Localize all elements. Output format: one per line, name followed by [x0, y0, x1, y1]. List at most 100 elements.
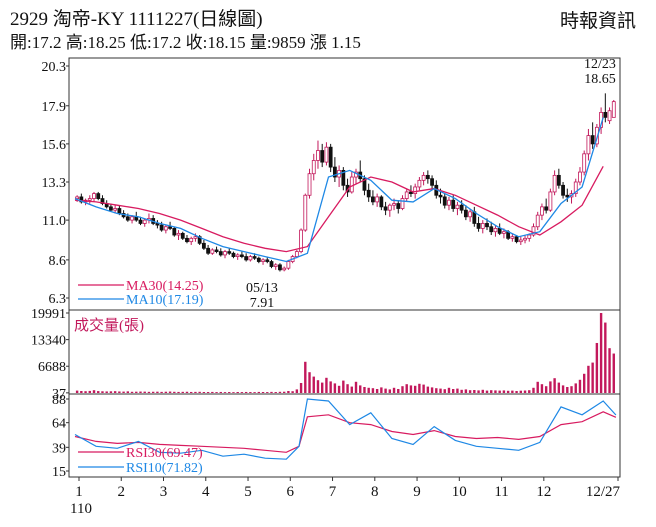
- candle-body: [138, 219, 143, 224]
- volume-tick-label: 37: [52, 387, 66, 402]
- volume-bar: [532, 387, 535, 393]
- candle-body: [366, 189, 371, 198]
- volume-bar: [177, 391, 180, 393]
- candle-body: [172, 227, 177, 236]
- volume-bar: [468, 390, 472, 393]
- volume-bar: [126, 391, 130, 393]
- x-tick-label: 10: [452, 484, 467, 500]
- candle-body: [447, 199, 451, 206]
- volume-bar: [198, 391, 201, 393]
- x-tick-label: 12: [536, 484, 551, 500]
- candle-body: [189, 237, 194, 243]
- volume-bar: [498, 390, 501, 393]
- candle-body: [455, 204, 460, 209]
- candle-body: [75, 196, 80, 199]
- volume-bar: [460, 389, 463, 393]
- candle-body: [442, 196, 447, 206]
- volume-bar: [519, 390, 523, 393]
- volume-bar: [325, 377, 328, 393]
- volume-bar: [430, 387, 434, 393]
- candle-body: [324, 146, 329, 163]
- volume-bar: [181, 391, 184, 393]
- volume-bar: [105, 391, 108, 393]
- candle-body: [176, 232, 181, 236]
- candle-body: [468, 211, 473, 218]
- high-value-label: 18.65: [584, 72, 616, 87]
- volume-bar: [566, 386, 569, 393]
- volume-bar: [371, 388, 375, 393]
- candle-body: [307, 173, 312, 196]
- volume-bar: [587, 365, 590, 393]
- volume-bar: [75, 390, 79, 393]
- volume-bar: [367, 387, 370, 393]
- candle-body: [130, 216, 134, 221]
- ma30-line: [74, 165, 604, 253]
- volume-bar: [282, 391, 286, 393]
- x-tick-label: 8: [371, 484, 379, 500]
- volume-tick-label: 19991: [31, 307, 66, 322]
- candle-body: [294, 251, 299, 257]
- volume-bar: [228, 392, 231, 393]
- candle-body: [493, 227, 498, 233]
- volume-bar: [122, 391, 125, 393]
- volume-bar: [447, 387, 451, 393]
- candle-body: [451, 199, 456, 209]
- volume-bar: [147, 391, 151, 393]
- volume-bar: [515, 390, 518, 393]
- candle-body: [299, 229, 303, 253]
- volume-bar: [456, 388, 459, 393]
- candle-body: [201, 242, 206, 249]
- candle-body: [430, 178, 434, 186]
- candle-body: [193, 236, 198, 239]
- rsi-tick-label: 15: [52, 465, 66, 480]
- volume-bar: [346, 384, 349, 393]
- candle-body: [362, 178, 367, 191]
- volume-bar: [570, 386, 573, 393]
- volume-bar: [354, 381, 358, 393]
- price-tick-label: 15.6: [42, 138, 67, 153]
- volume-panel-title: 成交量(張): [74, 316, 144, 334]
- candle-body: [476, 223, 481, 229]
- price-tick-label: 13.3: [42, 176, 67, 191]
- x-tick-label: 11: [494, 484, 508, 500]
- volume-bar: [135, 391, 138, 393]
- volume-bar: [435, 388, 438, 393]
- candle-body: [379, 196, 384, 208]
- volume-bar: [97, 391, 100, 393]
- volume-bar: [426, 386, 430, 393]
- candle-body: [227, 251, 232, 254]
- chart-title: 2929 淘帝-KY 1111227(日線圖): [10, 9, 263, 30]
- candle-body: [438, 194, 443, 198]
- volume-bar: [473, 389, 476, 393]
- candle-body: [252, 256, 257, 259]
- candle-body: [387, 204, 392, 211]
- volume-bar: [544, 386, 548, 393]
- volume-bar: [240, 392, 244, 393]
- volume-bar: [321, 382, 324, 393]
- price-panel: 20.3 17.9 15.6 13.3 11.0 8.6 6.3 MA30(14.25)MA1…: [42, 57, 616, 311]
- candle-body: [185, 237, 189, 243]
- volume-bar: [553, 378, 556, 393]
- candle-body: [134, 216, 139, 221]
- candle-body: [223, 251, 227, 256]
- volume-bar: [536, 381, 539, 393]
- volume-bar: [202, 391, 206, 393]
- rsi10-line: [74, 398, 617, 460]
- price-tick-label: 8.6: [49, 254, 67, 269]
- volume-bar: [384, 388, 387, 393]
- volume-bar: [215, 392, 218, 393]
- candle-body: [392, 203, 396, 206]
- volume-bar: [591, 362, 594, 393]
- volume-bar: [173, 391, 176, 393]
- volume-bar: [168, 391, 172, 393]
- x-tick-label: 6: [287, 484, 295, 500]
- candle-body: [396, 203, 401, 209]
- candle-body: [518, 239, 523, 243]
- volume-bar: [595, 342, 599, 393]
- candle-body: [582, 153, 587, 173]
- volume-bar: [409, 385, 413, 393]
- volume-bar: [113, 391, 117, 393]
- candle-body: [163, 226, 168, 231]
